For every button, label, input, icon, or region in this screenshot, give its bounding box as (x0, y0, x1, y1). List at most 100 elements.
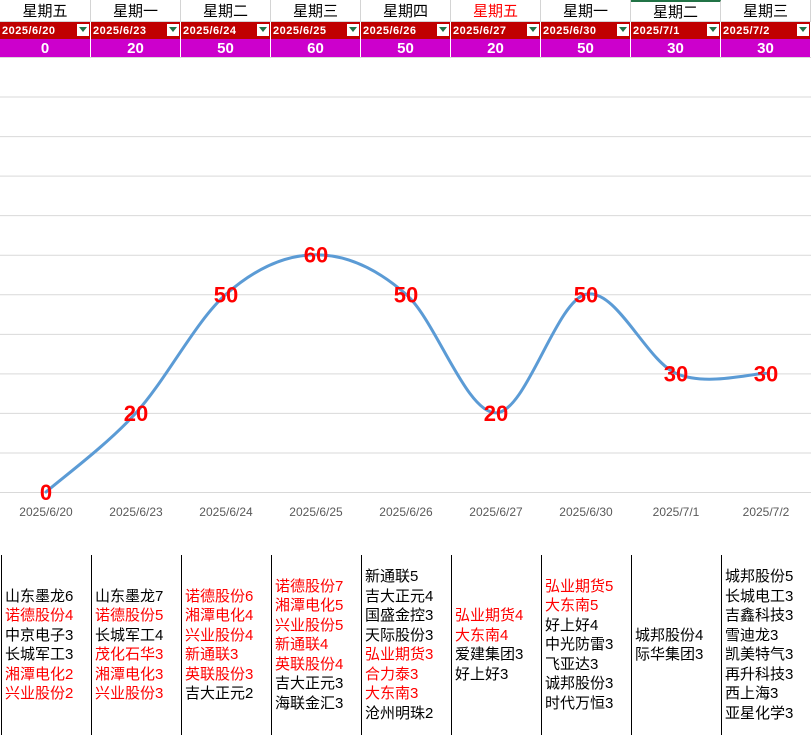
stock-item: 时代万恒3 (545, 694, 614, 712)
data-label: 60 (304, 243, 328, 268)
stock-item: 际华集团3 (635, 646, 704, 663)
date-label: 2025/7/1 (633, 24, 680, 37)
count-value-cell[interactable]: 20 (91, 39, 181, 57)
filter-dropdown-icon[interactable] (527, 24, 539, 36)
weekday-cell[interactable]: 星期五 (451, 0, 541, 22)
date-label: 2025/6/24 (183, 24, 237, 37)
weekday-cell[interactable]: 星期二 (631, 0, 721, 22)
stock-item: 大东南3 (365, 685, 419, 702)
weekday-cell[interactable]: 星期三 (721, 0, 811, 22)
stock-item: 湘潭电化3 (95, 665, 164, 683)
data-label: 30 (664, 361, 688, 386)
date-label: 2025/6/23 (93, 24, 147, 37)
date-filter-cell[interactable]: 2025/6/26 (361, 22, 451, 39)
count-value-cell[interactable]: 0 (0, 39, 91, 57)
stock-item: 城邦股份4 (635, 626, 704, 644)
date-filter-cell[interactable]: 2025/6/25 (271, 22, 361, 39)
data-label: 50 (574, 282, 598, 307)
stock-list-column[interactable]: 诺德股份7 湘潭电化5 兴业股份5 新通联4 英联股份4 吉大正元3 海联金汇3 (271, 555, 361, 735)
date-filter-cell[interactable]: 2025/6/20 (0, 22, 91, 39)
stock-list-column[interactable]: 山东墨龙6 诺德股份4 中京电子3 长城军工3 湘潭电化2 兴业股份2 (1, 555, 91, 735)
count-value-cell[interactable]: 60 (271, 39, 361, 57)
stock-item: 长城军工4 (95, 626, 164, 644)
stock-item: 湘潭电化5 (275, 597, 344, 615)
header-column: 星期一 2025/6/23 20 (91, 0, 181, 57)
weekday-cell[interactable]: 星期一 (91, 0, 181, 22)
weekday-cell[interactable]: 星期二 (181, 0, 271, 22)
x-tick-label: 2025/6/24 (199, 505, 253, 519)
stock-item: 新通联3 (185, 646, 239, 663)
date-filter-cell[interactable]: 2025/6/30 (541, 22, 631, 39)
stock-item: 中京电子3 (5, 626, 74, 644)
stock-item: 大东南4 (455, 626, 509, 644)
stock-item: 弘业期货4 (455, 607, 524, 624)
stock-item: 新通联4 (275, 636, 329, 654)
stock-item: 诺德股份5 (95, 607, 164, 624)
stock-item: 吉大正元2 (185, 685, 254, 702)
stock-item: 吉鑫科技3 (725, 607, 794, 624)
filter-dropdown-icon[interactable] (167, 24, 179, 36)
count-value-cell[interactable]: 50 (181, 39, 271, 57)
stock-item: 长城军工3 (5, 646, 74, 663)
stock-item: 诺德股份6 (185, 587, 254, 605)
x-tick-label: 2025/7/2 (743, 505, 790, 519)
weekday-cell[interactable]: 星期五 (0, 0, 91, 22)
stock-item: 雪迪龙3 (725, 626, 779, 644)
header-column: 星期二 2025/7/1 30 (631, 0, 721, 57)
stock-item: 海联金汇3 (275, 694, 344, 712)
header-column: 星期五 2025/6/20 0 (0, 0, 91, 57)
stock-list-column[interactable]: 新通联5 吉大正元4 国盛金控3 天际股份3 弘业期货3 合力泰3 大东南3 沧州明珠2 (361, 555, 451, 735)
count-value-cell[interactable]: 20 (451, 39, 541, 57)
stock-item: 吉大正元4 (365, 587, 434, 605)
stock-item: 湘潭电化2 (5, 665, 74, 683)
weekday-cell[interactable]: 星期三 (271, 0, 361, 22)
header-column: 星期五 2025/6/27 20 (451, 0, 541, 57)
data-label: 20 (124, 401, 148, 426)
header-column: 星期三 2025/6/25 60 (271, 0, 361, 57)
header-row: 星期五 2025/6/20 0 星期一 2025/6/23 20 星期二 2025/6/24 5… (0, 0, 811, 57)
date-label: 2025/6/30 (543, 24, 597, 37)
filter-dropdown-icon[interactable] (617, 24, 629, 36)
data-label: 20 (484, 401, 508, 426)
filter-dropdown-icon[interactable] (437, 24, 449, 36)
date-label: 2025/7/2 (723, 24, 770, 37)
filter-dropdown-icon[interactable] (347, 24, 359, 36)
x-tick-label: 2025/6/26 (379, 505, 433, 519)
stock-list-column[interactable]: 弘业期货5 大东南5 好上好4 中光防雷3 飞亚达3 诚邦股份3 时代万恒3 (541, 555, 631, 735)
date-filter-cell[interactable]: 2025/6/27 (451, 22, 541, 39)
filter-dropdown-icon[interactable] (77, 24, 89, 36)
count-value-cell[interactable]: 30 (631, 39, 721, 57)
date-filter-cell[interactable]: 2025/7/1 (631, 22, 721, 39)
stock-list-column[interactable]: 弘业期货4 大东南4 爱建集团3 好上好3 (451, 555, 541, 735)
count-value-cell[interactable]: 30 (721, 39, 811, 57)
data-label: 0 (40, 480, 52, 505)
count-value-cell[interactable]: 50 (361, 39, 451, 57)
stock-item: 飞亚达3 (545, 655, 599, 673)
stock-list-column[interactable]: 城邦股份5 长城电工3 吉鑫科技3 雪迪龙3 凯美特气3 再升科技3 西上海3 亚星化学3 (721, 555, 811, 735)
stock-item: 西上海3 (725, 685, 779, 702)
stock-item: 好上好4 (545, 616, 599, 634)
date-label: 2025/6/20 (2, 24, 56, 37)
x-tick-label: 2025/6/27 (469, 505, 523, 519)
weekday-cell[interactable]: 星期四 (361, 0, 451, 22)
stock-item: 弘业期货5 (545, 577, 614, 595)
stock-item: 天际股份3 (365, 626, 434, 644)
stock-item: 山东墨龙7 (95, 587, 164, 605)
data-label: 50 (394, 282, 418, 307)
filter-dropdown-icon[interactable] (257, 24, 269, 36)
stock-list-column[interactable]: 山东墨龙7 诺德股份5 长城军工4 茂化石华3 湘潭电化3 兴业股份3 (91, 555, 181, 735)
date-filter-cell[interactable]: 2025/6/23 (91, 22, 181, 39)
date-label: 2025/6/27 (453, 24, 507, 37)
stock-item: 湘潭电化4 (185, 607, 254, 624)
stock-item: 兴业股份2 (5, 685, 74, 702)
stock-list-column[interactable]: 诺德股份6 湘潭电化4 兴业股份4 新通联3 英联股份3 吉大正元2 (181, 555, 271, 735)
filter-dropdown-icon[interactable] (797, 24, 809, 36)
date-label: 2025/6/26 (363, 24, 417, 37)
date-filter-cell[interactable]: 2025/7/2 (721, 22, 811, 39)
count-value-cell[interactable]: 50 (541, 39, 631, 57)
stock-item: 合力泰3 (365, 665, 419, 683)
filter-dropdown-icon[interactable] (707, 24, 719, 36)
date-filter-cell[interactable]: 2025/6/24 (181, 22, 271, 39)
stock-list-column[interactable]: 城邦股份4 际华集团3 (631, 555, 721, 735)
weekday-cell[interactable]: 星期一 (541, 0, 631, 22)
